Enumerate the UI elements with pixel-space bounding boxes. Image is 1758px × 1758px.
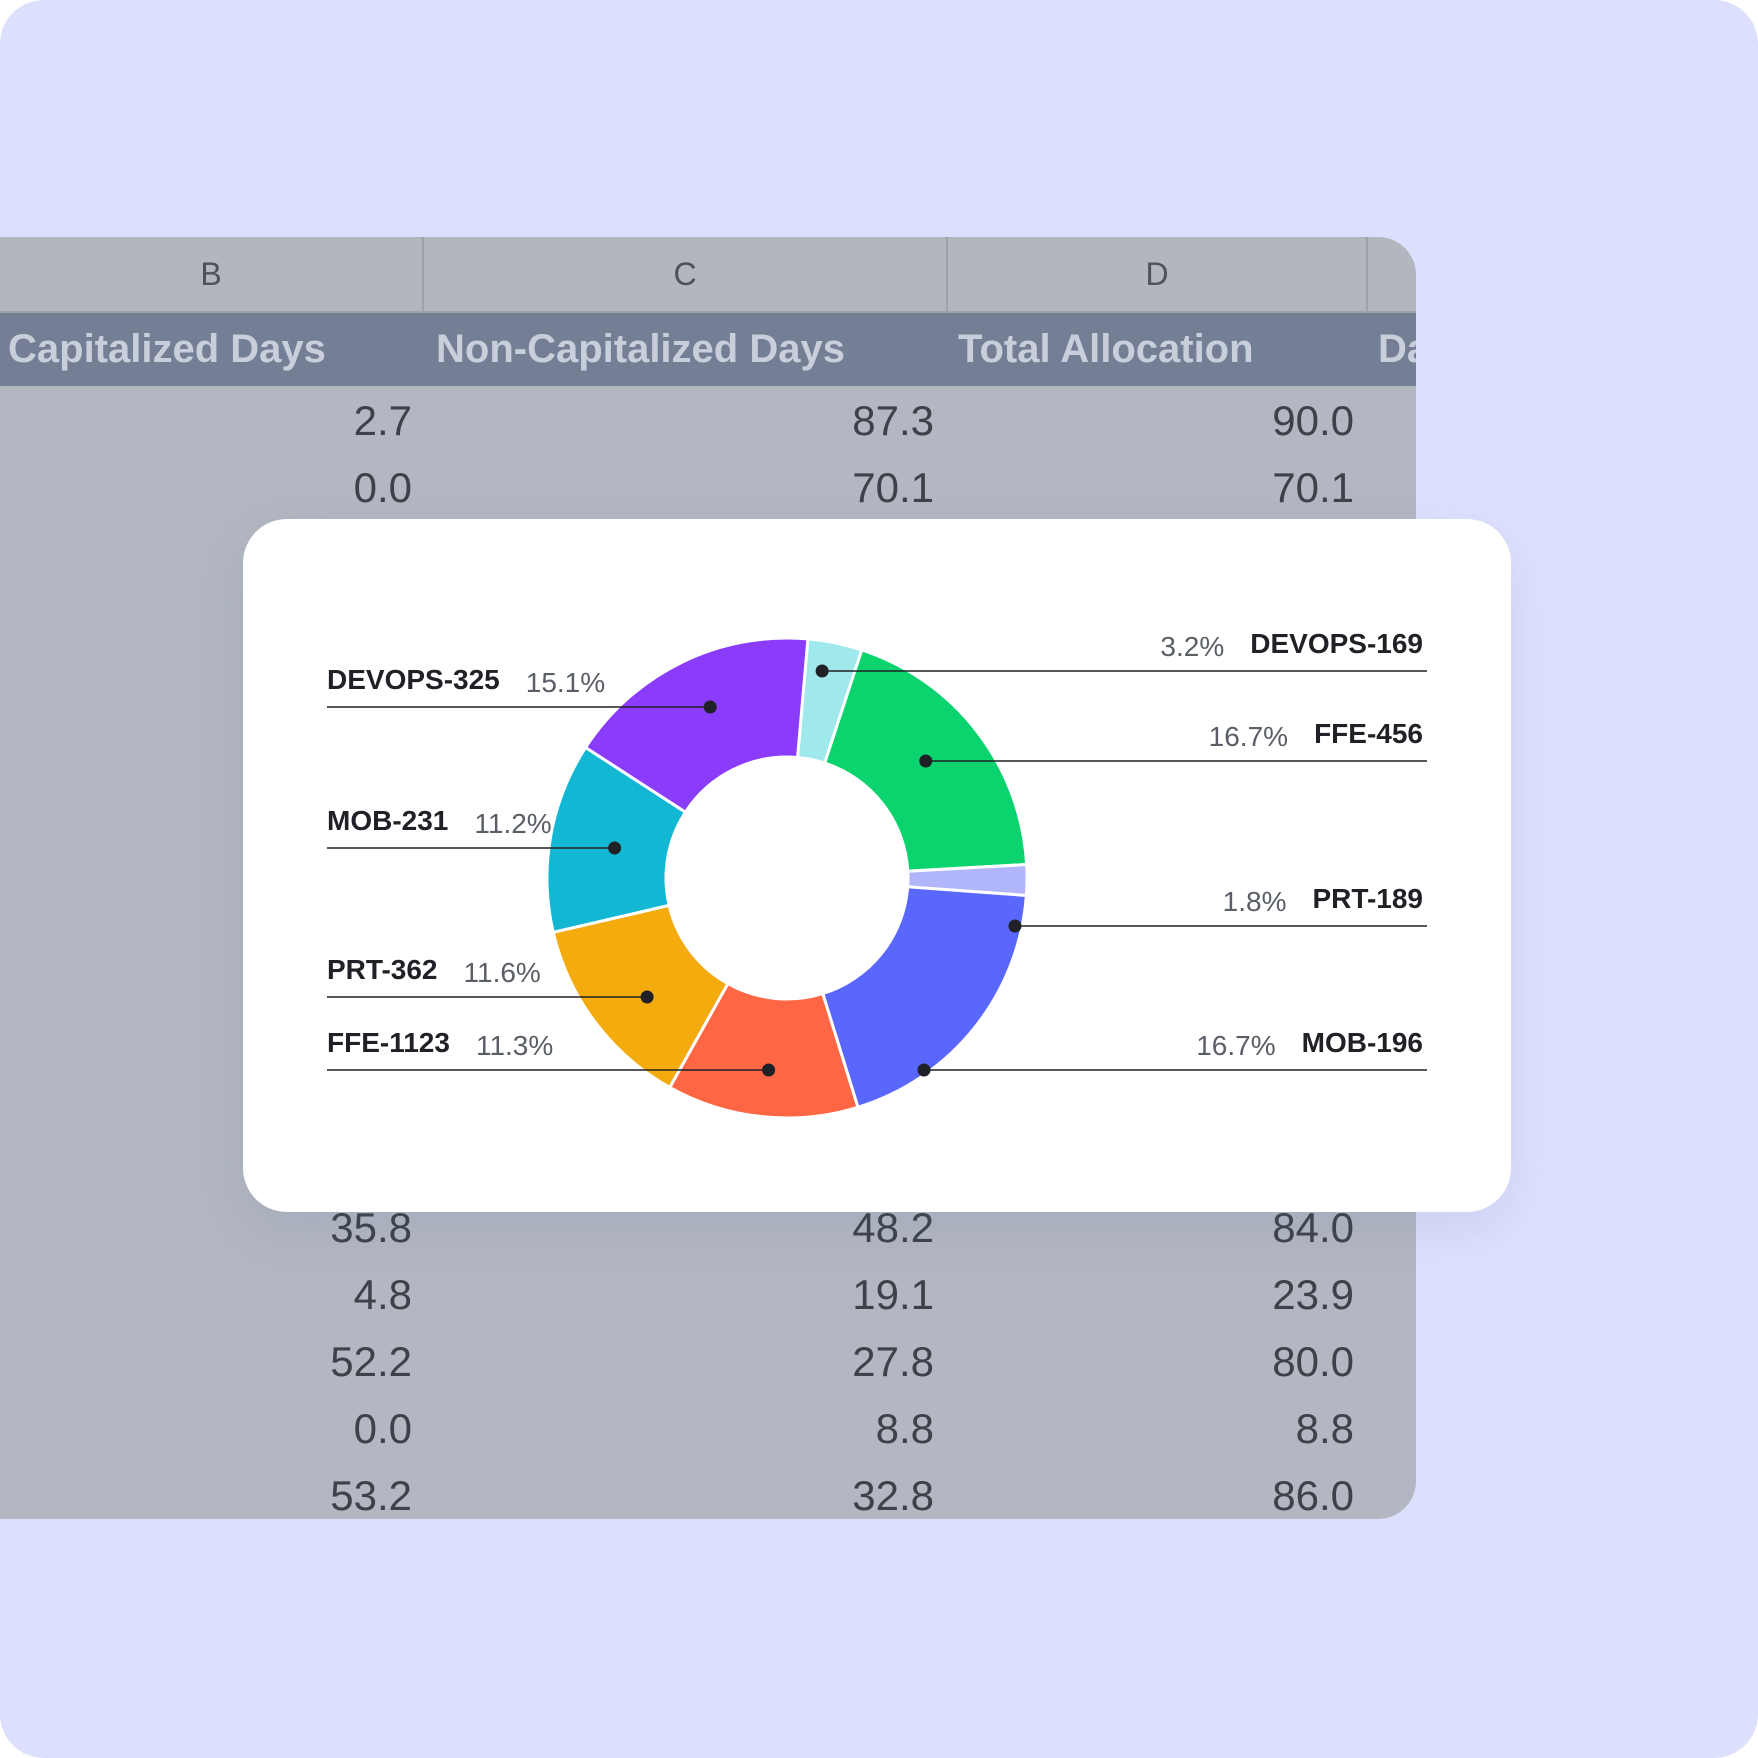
leader-dot bbox=[917, 1063, 931, 1077]
column-divider[interactable] bbox=[946, 237, 948, 311]
chart-card: DEVOPS-169 3.2% FFE-456 16.7% PRT-189 1.8% MOB… bbox=[243, 519, 1511, 1212]
slice-percent: 11.6% bbox=[464, 957, 541, 988]
cell-value[interactable]: 80.0 bbox=[1272, 1338, 1354, 1385]
cell-value[interactable]: 86.0 bbox=[1272, 1472, 1354, 1519]
slice-label: FFE-1123 bbox=[327, 1027, 450, 1058]
slice-label: DEVOPS-325 bbox=[327, 664, 500, 695]
column-letter-b[interactable]: B bbox=[200, 256, 222, 292]
slice-percent: 16.7% bbox=[1209, 721, 1288, 752]
header-non-capitalized-days[interactable]: Non-Capitalized Days bbox=[436, 327, 845, 371]
slice-percent: 3.2% bbox=[1160, 631, 1224, 662]
slice-label: PRT-189 bbox=[1313, 883, 1424, 914]
header-capitalized-days[interactable]: Capitalized Days bbox=[8, 327, 326, 371]
cell-value[interactable]: 90.0 bbox=[1272, 397, 1354, 444]
slice-label: FFE-456 bbox=[1314, 718, 1423, 749]
column-letter-row: B C D bbox=[0, 237, 1416, 313]
column-letter-d[interactable]: D bbox=[1145, 256, 1169, 292]
cell-value[interactable]: 8.8 bbox=[1295, 1405, 1354, 1452]
cell-value[interactable]: 23.9 bbox=[1272, 1271, 1354, 1318]
slice-percent: 15.1% bbox=[526, 667, 605, 698]
cell-value[interactable]: 2.7 bbox=[353, 397, 412, 444]
donut-chart: DEVOPS-169 3.2% FFE-456 16.7% PRT-189 1.8% MOB… bbox=[327, 628, 1427, 1120]
slices-layer bbox=[545, 636, 1029, 1120]
column-divider[interactable] bbox=[422, 237, 424, 311]
cell-value[interactable]: 52.2 bbox=[330, 1338, 412, 1385]
leader-dot bbox=[703, 700, 717, 714]
slice-percent: 1.8% bbox=[1223, 886, 1287, 917]
slice-percent: 11.3% bbox=[476, 1030, 553, 1061]
labels-layer: DEVOPS-169 3.2% FFE-456 16.7% PRT-189 1.8% MOB… bbox=[327, 628, 1427, 1077]
column-letter-c[interactable]: C bbox=[673, 256, 697, 292]
cell-value[interactable]: 8.8 bbox=[875, 1405, 934, 1452]
leader-dot bbox=[640, 990, 654, 1004]
slice-label: PRT-362 bbox=[327, 954, 438, 985]
leader-dot bbox=[919, 754, 933, 768]
slice-percent: 11.2% bbox=[474, 808, 551, 839]
cell-value[interactable]: 70.1 bbox=[852, 464, 934, 511]
leader-dot bbox=[1008, 919, 1022, 933]
slice-percent: 16.7% bbox=[1196, 1030, 1275, 1061]
column-divider[interactable] bbox=[1366, 237, 1368, 311]
cell-value[interactable]: 19.1 bbox=[852, 1271, 934, 1318]
donut-slice-ffe-1123[interactable] bbox=[667, 981, 860, 1120]
leader-dot bbox=[608, 841, 622, 855]
cell-value[interactable]: 4.8 bbox=[353, 1271, 412, 1318]
cell-value[interactable]: 32.8 bbox=[852, 1472, 934, 1519]
cell-value[interactable]: 53.2 bbox=[330, 1472, 412, 1519]
cell-value[interactable]: 0.0 bbox=[353, 1405, 412, 1452]
leader-dot bbox=[762, 1063, 776, 1077]
cell-value[interactable]: 0.0 bbox=[353, 464, 412, 511]
cell-value[interactable]: 70.1 bbox=[1272, 464, 1354, 511]
header-total-allocation[interactable]: Total Allocation bbox=[958, 327, 1254, 371]
leader-dot bbox=[815, 664, 829, 678]
header-row: Capitalized Days Non-Capitalized Days To… bbox=[0, 313, 1416, 386]
cell-value[interactable]: 27.8 bbox=[852, 1338, 934, 1385]
slice-label: MOB-196 bbox=[1302, 1027, 1423, 1058]
slice-label: DEVOPS-169 bbox=[1250, 628, 1423, 659]
donut-slice-devops-325[interactable] bbox=[583, 636, 810, 815]
header-truncated[interactable]: Da bbox=[1378, 327, 1416, 371]
donut-slice-mob-196[interactable] bbox=[820, 885, 1028, 1110]
slice-label: MOB-231 bbox=[327, 805, 448, 836]
cell-value[interactable]: 87.3 bbox=[852, 397, 934, 444]
